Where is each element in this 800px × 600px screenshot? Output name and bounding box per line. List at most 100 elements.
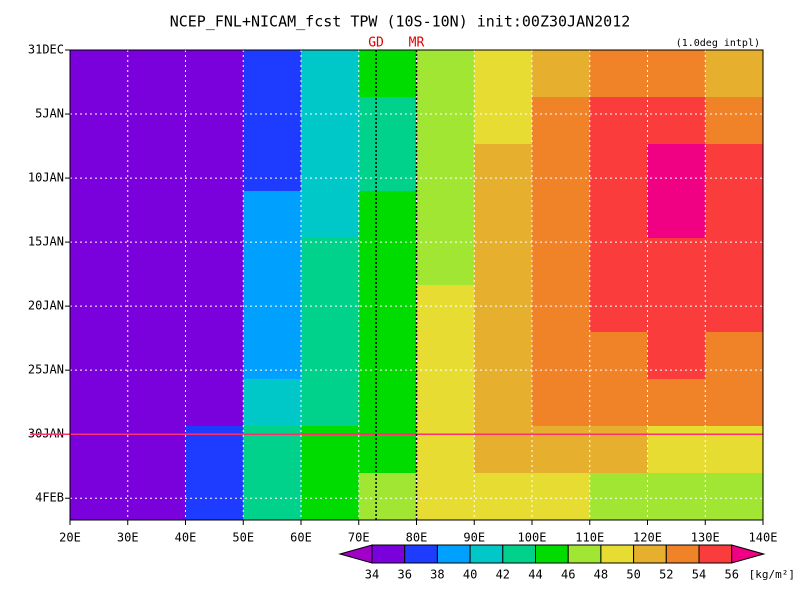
x-tick-label: 100E — [518, 531, 547, 545]
cell — [70, 379, 129, 427]
x-tick-label: 80E — [406, 531, 428, 545]
y-tick-label: 31DEC — [28, 43, 64, 57]
x-tick-label: 140E — [749, 531, 778, 545]
colorbar-box — [698, 544, 733, 564]
cell — [358, 285, 417, 333]
cell — [127, 379, 186, 427]
y-tick-label: 5JAN — [35, 107, 64, 121]
colorbar-label: 38 — [430, 568, 444, 582]
chart-title: NCEP_FNL+NICAM_fcst TPW (10S-10N) init:0… — [170, 13, 631, 31]
cell — [301, 426, 360, 474]
cell — [474, 426, 533, 474]
cell — [185, 379, 244, 427]
x-tick-label: 70E — [348, 531, 370, 545]
colorbar-label: 56 — [724, 568, 738, 582]
cell — [589, 97, 648, 145]
x-tick-label: 90E — [463, 531, 485, 545]
cell — [647, 97, 706, 145]
cell — [705, 379, 764, 427]
x-tick-label: 60E — [290, 531, 312, 545]
colorbar-box — [600, 544, 635, 564]
cell — [301, 144, 360, 192]
y-tick-label: 20JAN — [28, 299, 64, 313]
cell — [647, 285, 706, 333]
cell — [70, 97, 129, 145]
cell — [127, 285, 186, 333]
x-tick-label: 120E — [633, 531, 662, 545]
cell — [358, 191, 417, 239]
cell — [416, 473, 475, 521]
cell — [185, 332, 244, 380]
colorbar-unit: [kg/m²] — [749, 568, 795, 581]
cell — [185, 426, 244, 474]
cell — [589, 426, 648, 474]
cell — [70, 473, 129, 521]
cell — [127, 426, 186, 474]
cell — [301, 473, 360, 521]
cell — [532, 144, 591, 192]
cell — [70, 191, 129, 239]
cell — [532, 97, 591, 145]
x-tick-label: 110E — [575, 531, 604, 545]
cell — [185, 191, 244, 239]
cell — [243, 97, 302, 145]
colorbar-label: 52 — [659, 568, 673, 582]
cell — [589, 50, 648, 98]
colorbar-low — [338, 544, 373, 564]
cell — [127, 144, 186, 192]
cell — [647, 332, 706, 380]
cell — [705, 426, 764, 474]
cell — [416, 191, 475, 239]
cell — [474, 379, 533, 427]
marker-label: GD — [368, 36, 384, 51]
cell — [589, 473, 648, 521]
cell — [474, 144, 533, 192]
cell — [647, 144, 706, 192]
cell — [705, 97, 764, 145]
cell — [416, 50, 475, 98]
colorbar-box — [535, 544, 569, 564]
colorbar-label: 42 — [496, 568, 510, 582]
cell — [243, 332, 302, 380]
cell — [301, 285, 360, 333]
cell — [243, 379, 302, 427]
cell — [647, 50, 706, 98]
colorbar-box — [665, 544, 700, 564]
cell — [70, 426, 129, 474]
colorbar-box — [567, 544, 602, 564]
cell — [70, 144, 129, 192]
cell — [358, 332, 417, 380]
cell — [705, 238, 764, 286]
cell — [185, 97, 244, 145]
cell — [185, 285, 244, 333]
cell — [416, 332, 475, 380]
cell — [416, 285, 475, 333]
cell — [243, 191, 302, 239]
cell — [589, 379, 648, 427]
cell — [358, 97, 417, 145]
colorbar-label: 54 — [692, 568, 706, 582]
cell — [532, 50, 591, 98]
y-tick-label: 15JAN — [28, 235, 64, 249]
colorbar-box — [469, 544, 504, 564]
cell — [705, 473, 764, 521]
cell — [301, 191, 360, 239]
cell — [532, 285, 591, 333]
cell — [358, 144, 417, 192]
cell — [70, 332, 129, 380]
cell — [127, 191, 186, 239]
colorbar-label: 40 — [463, 568, 477, 582]
cell — [474, 50, 533, 98]
cell — [70, 285, 129, 333]
cell — [589, 285, 648, 333]
colorbar-box — [633, 544, 667, 564]
cell — [532, 238, 591, 286]
cell — [705, 144, 764, 192]
y-tick-label: 10JAN — [28, 171, 64, 185]
cell — [705, 332, 764, 380]
x-tick-label: 40E — [175, 531, 197, 545]
cell — [589, 238, 648, 286]
cell — [185, 144, 244, 192]
marker-label: MR — [409, 36, 425, 51]
